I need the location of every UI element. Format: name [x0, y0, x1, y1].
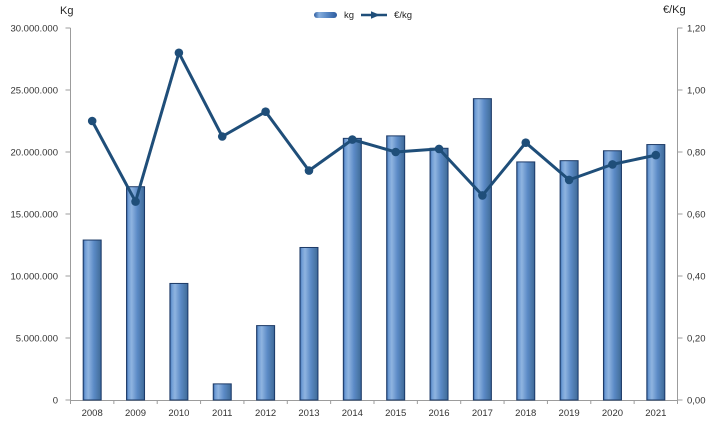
- x-axis-year-label: 2018: [515, 408, 536, 419]
- right-axis-tick-label: 1,00: [687, 86, 706, 97]
- bar-2008: [82, 239, 102, 401]
- left-axis-tick-label: 5.000.000: [16, 334, 58, 345]
- bar-2015: [386, 135, 406, 401]
- left-axis-tick-label: 25.000.000: [10, 86, 58, 97]
- eur-per-kg-point-2017: [478, 191, 487, 200]
- legend-label-eur-per-kg: €/kg: [394, 9, 413, 21]
- x-axis-year-label: 2015: [385, 408, 406, 419]
- eur-per-kg-point-2016: [434, 144, 444, 154]
- eur-per-kg-point-2018: [521, 138, 531, 147]
- bar-2013: [299, 246, 319, 401]
- legend-label-kg: kg: [344, 9, 355, 21]
- bar-2019: [559, 160, 579, 401]
- bars-kg-series: [82, 98, 666, 401]
- x-axis-year-label: 2020: [602, 408, 623, 419]
- eur-per-kg-point-2015: [391, 147, 400, 157]
- right-axis-tick-label: 0,60: [687, 210, 706, 221]
- eur-per-kg-point-2008: [87, 116, 97, 126]
- left-axis-tick-label: 20.000.000: [10, 148, 58, 159]
- x-axis-year-label: 2013: [298, 408, 319, 419]
- eur-per-kg-point-2021: [651, 150, 661, 160]
- x-axis-year-label: 2014: [342, 408, 363, 419]
- bar-2010: [169, 282, 189, 401]
- x-axis-year-label: 2017: [472, 408, 493, 419]
- x-axis-year-label: 2019: [559, 408, 580, 419]
- x-axis-year-label: 2010: [168, 408, 189, 419]
- eur-per-kg-point-2011: [217, 132, 227, 141]
- right-axis-tick-label: 0,40: [687, 272, 706, 283]
- right-axis-tick-label: 1,20: [687, 24, 706, 35]
- right-axis-tick-label: 0,00: [687, 396, 706, 407]
- bar-2020: [602, 150, 622, 401]
- x-axis-year-label: 2011: [212, 408, 232, 419]
- bar-2016: [429, 147, 449, 401]
- x-axis-year-label: 2009: [125, 408, 146, 419]
- eur-per-kg-point-2019: [564, 175, 574, 185]
- eur-per-kg-point-2012: [261, 107, 270, 116]
- bar-2011: [212, 383, 232, 401]
- bar-2017: [472, 98, 492, 401]
- eur-per-kg-point-2014: [348, 135, 357, 144]
- x-axis-year-label: 2008: [82, 408, 103, 419]
- bar-2014: [342, 137, 362, 401]
- left-axis-title: Kg: [60, 5, 74, 17]
- left-axis-tick-label: 15.000.000: [10, 210, 58, 221]
- x-axis-year-label: 2012: [255, 408, 276, 419]
- x-axis-year-label: 2021: [645, 408, 666, 419]
- right-axis-tick-label: 0,20: [687, 334, 706, 345]
- eur-per-kg-point-2010: [174, 48, 184, 58]
- bar-2021: [646, 144, 666, 401]
- left-axis-tick-label: 10.000.000: [10, 272, 58, 283]
- kg-series-swatch-icon: [314, 12, 337, 18]
- x-axis-year-label: 2016: [428, 408, 449, 419]
- line-eur-per-kg-series: [87, 48, 661, 206]
- left-axis-tick-label: 0: [53, 396, 58, 407]
- left-axis-tick-label: 30.000.000: [10, 24, 58, 35]
- bar-2012: [256, 325, 276, 401]
- eur-per-kg-point-2020: [608, 160, 617, 169]
- right-axis-title: €/Kg: [663, 4, 686, 16]
- bar-2009: [126, 186, 146, 401]
- right-axis-tick-label: 0,80: [687, 148, 706, 159]
- eur-per-kg-point-2009: [131, 197, 140, 206]
- axes: [65, 27, 683, 404]
- eur-per-kg-series-line-swatch-icon: [361, 10, 388, 20]
- eur-per-kg-point-2013: [304, 166, 314, 175]
- legend: kg €/kg: [314, 8, 412, 22]
- bar-2018: [516, 161, 536, 401]
- eur-per-kg-line: [90, 51, 658, 204]
- axis-tick-labels: 30.000.000 25.000.000 20.000.000 15.000.000…: [10, 24, 705, 420]
